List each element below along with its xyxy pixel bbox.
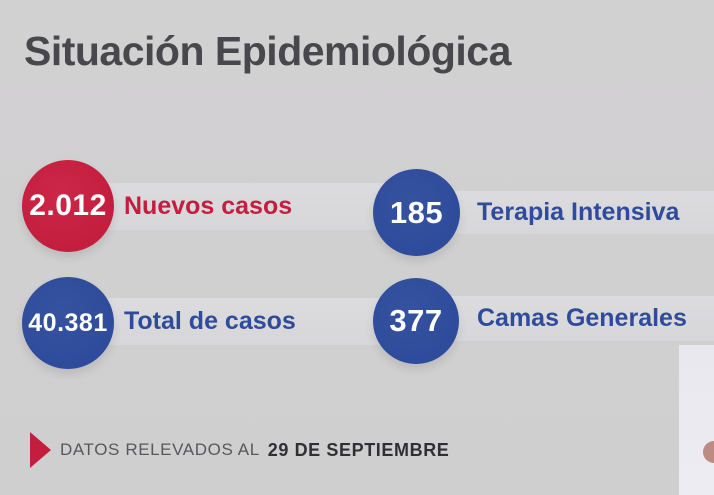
footer-note: DATOS RELEVADOS AL 29 DE SEPTIEMBRE (30, 432, 449, 468)
background-video-glimpse (679, 345, 714, 495)
stat-ribbon-terapia-intensiva: Terapia Intensiva (410, 191, 714, 234)
stat-ribbon-total-de-casos: Total de casos (58, 298, 412, 345)
stat-label-camas-generales: Camas Generales (477, 304, 687, 332)
stat-ribbon-nuevos-casos: Nuevos casos (58, 183, 410, 230)
stat-value-nuevos-casos: 2.012 (29, 189, 107, 222)
stat-label-total-de-casos: Total de casos (124, 307, 296, 335)
stat-circle-total-de-casos: 40.381 (22, 277, 114, 369)
stat-circle-camas-generales: 377 (373, 278, 459, 364)
stat-label-nuevos-casos: Nuevos casos (124, 192, 293, 220)
person-glimpse (703, 441, 714, 463)
red-arrow-icon (30, 432, 51, 468)
stat-ribbon-camas-generales: Camas Generales (410, 296, 714, 341)
stat-value-total-de-casos: 40.381 (28, 308, 108, 337)
stat-value-camas-generales: 377 (389, 303, 443, 338)
stat-label-terapia-intensiva: Terapia Intensiva (477, 198, 680, 226)
stat-circle-nuevos-casos: 2.012 (22, 160, 114, 252)
page-title: Situación Epidemiológica (24, 28, 511, 74)
footer-label: DATOS RELEVADOS AL (60, 440, 260, 459)
stat-value-terapia-intensiva: 185 (389, 194, 444, 230)
footer-date: 29 DE SEPTIEMBRE (267, 439, 450, 460)
stat-circle-terapia-intensiva: 185 (373, 169, 460, 256)
